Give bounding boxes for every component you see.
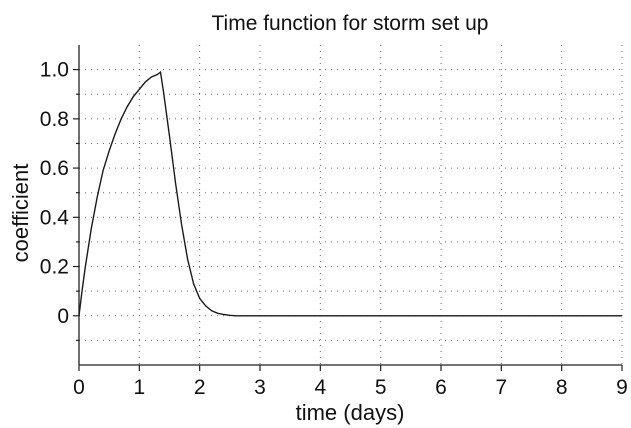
x-axis-label: time (days)	[296, 400, 405, 425]
x-tick-label: 7	[495, 376, 507, 399]
x-tick-label: 3	[254, 376, 266, 399]
axes	[78, 45, 622, 366]
y-axis-label: coefficient	[8, 164, 33, 263]
x-tick-label: 4	[314, 376, 326, 399]
y-tick-labels: 0 0.2 0.4 0.6 0.8 1.0	[40, 59, 70, 328]
x-tick-labels: 0 1 2 3 4 5 6 7 8 9	[73, 376, 628, 399]
x-tick-label: 2	[194, 376, 206, 399]
x-tick-label: 0	[73, 376, 85, 399]
x-tick-label: 6	[435, 376, 447, 399]
tick-marks	[73, 69, 623, 371]
y-tick-label: 0.8	[40, 108, 69, 131]
y-tick-label: 0.2	[40, 256, 69, 279]
y-tick-label: 0	[57, 305, 69, 328]
chart-title: Time function for storm set up	[212, 12, 489, 35]
y-tick-label: 1.0	[40, 59, 69, 82]
x-tick-label: 9	[616, 376, 628, 399]
x-tick-label: 1	[133, 376, 145, 399]
x-tick-label: 5	[375, 376, 387, 399]
grid	[79, 45, 623, 365]
series	[78, 70, 622, 317]
y-tick-label: 0.6	[40, 157, 69, 180]
x-tick-label: 8	[556, 376, 568, 399]
series-line	[78, 70, 622, 317]
y-tick-label: 0.4	[40, 206, 70, 229]
